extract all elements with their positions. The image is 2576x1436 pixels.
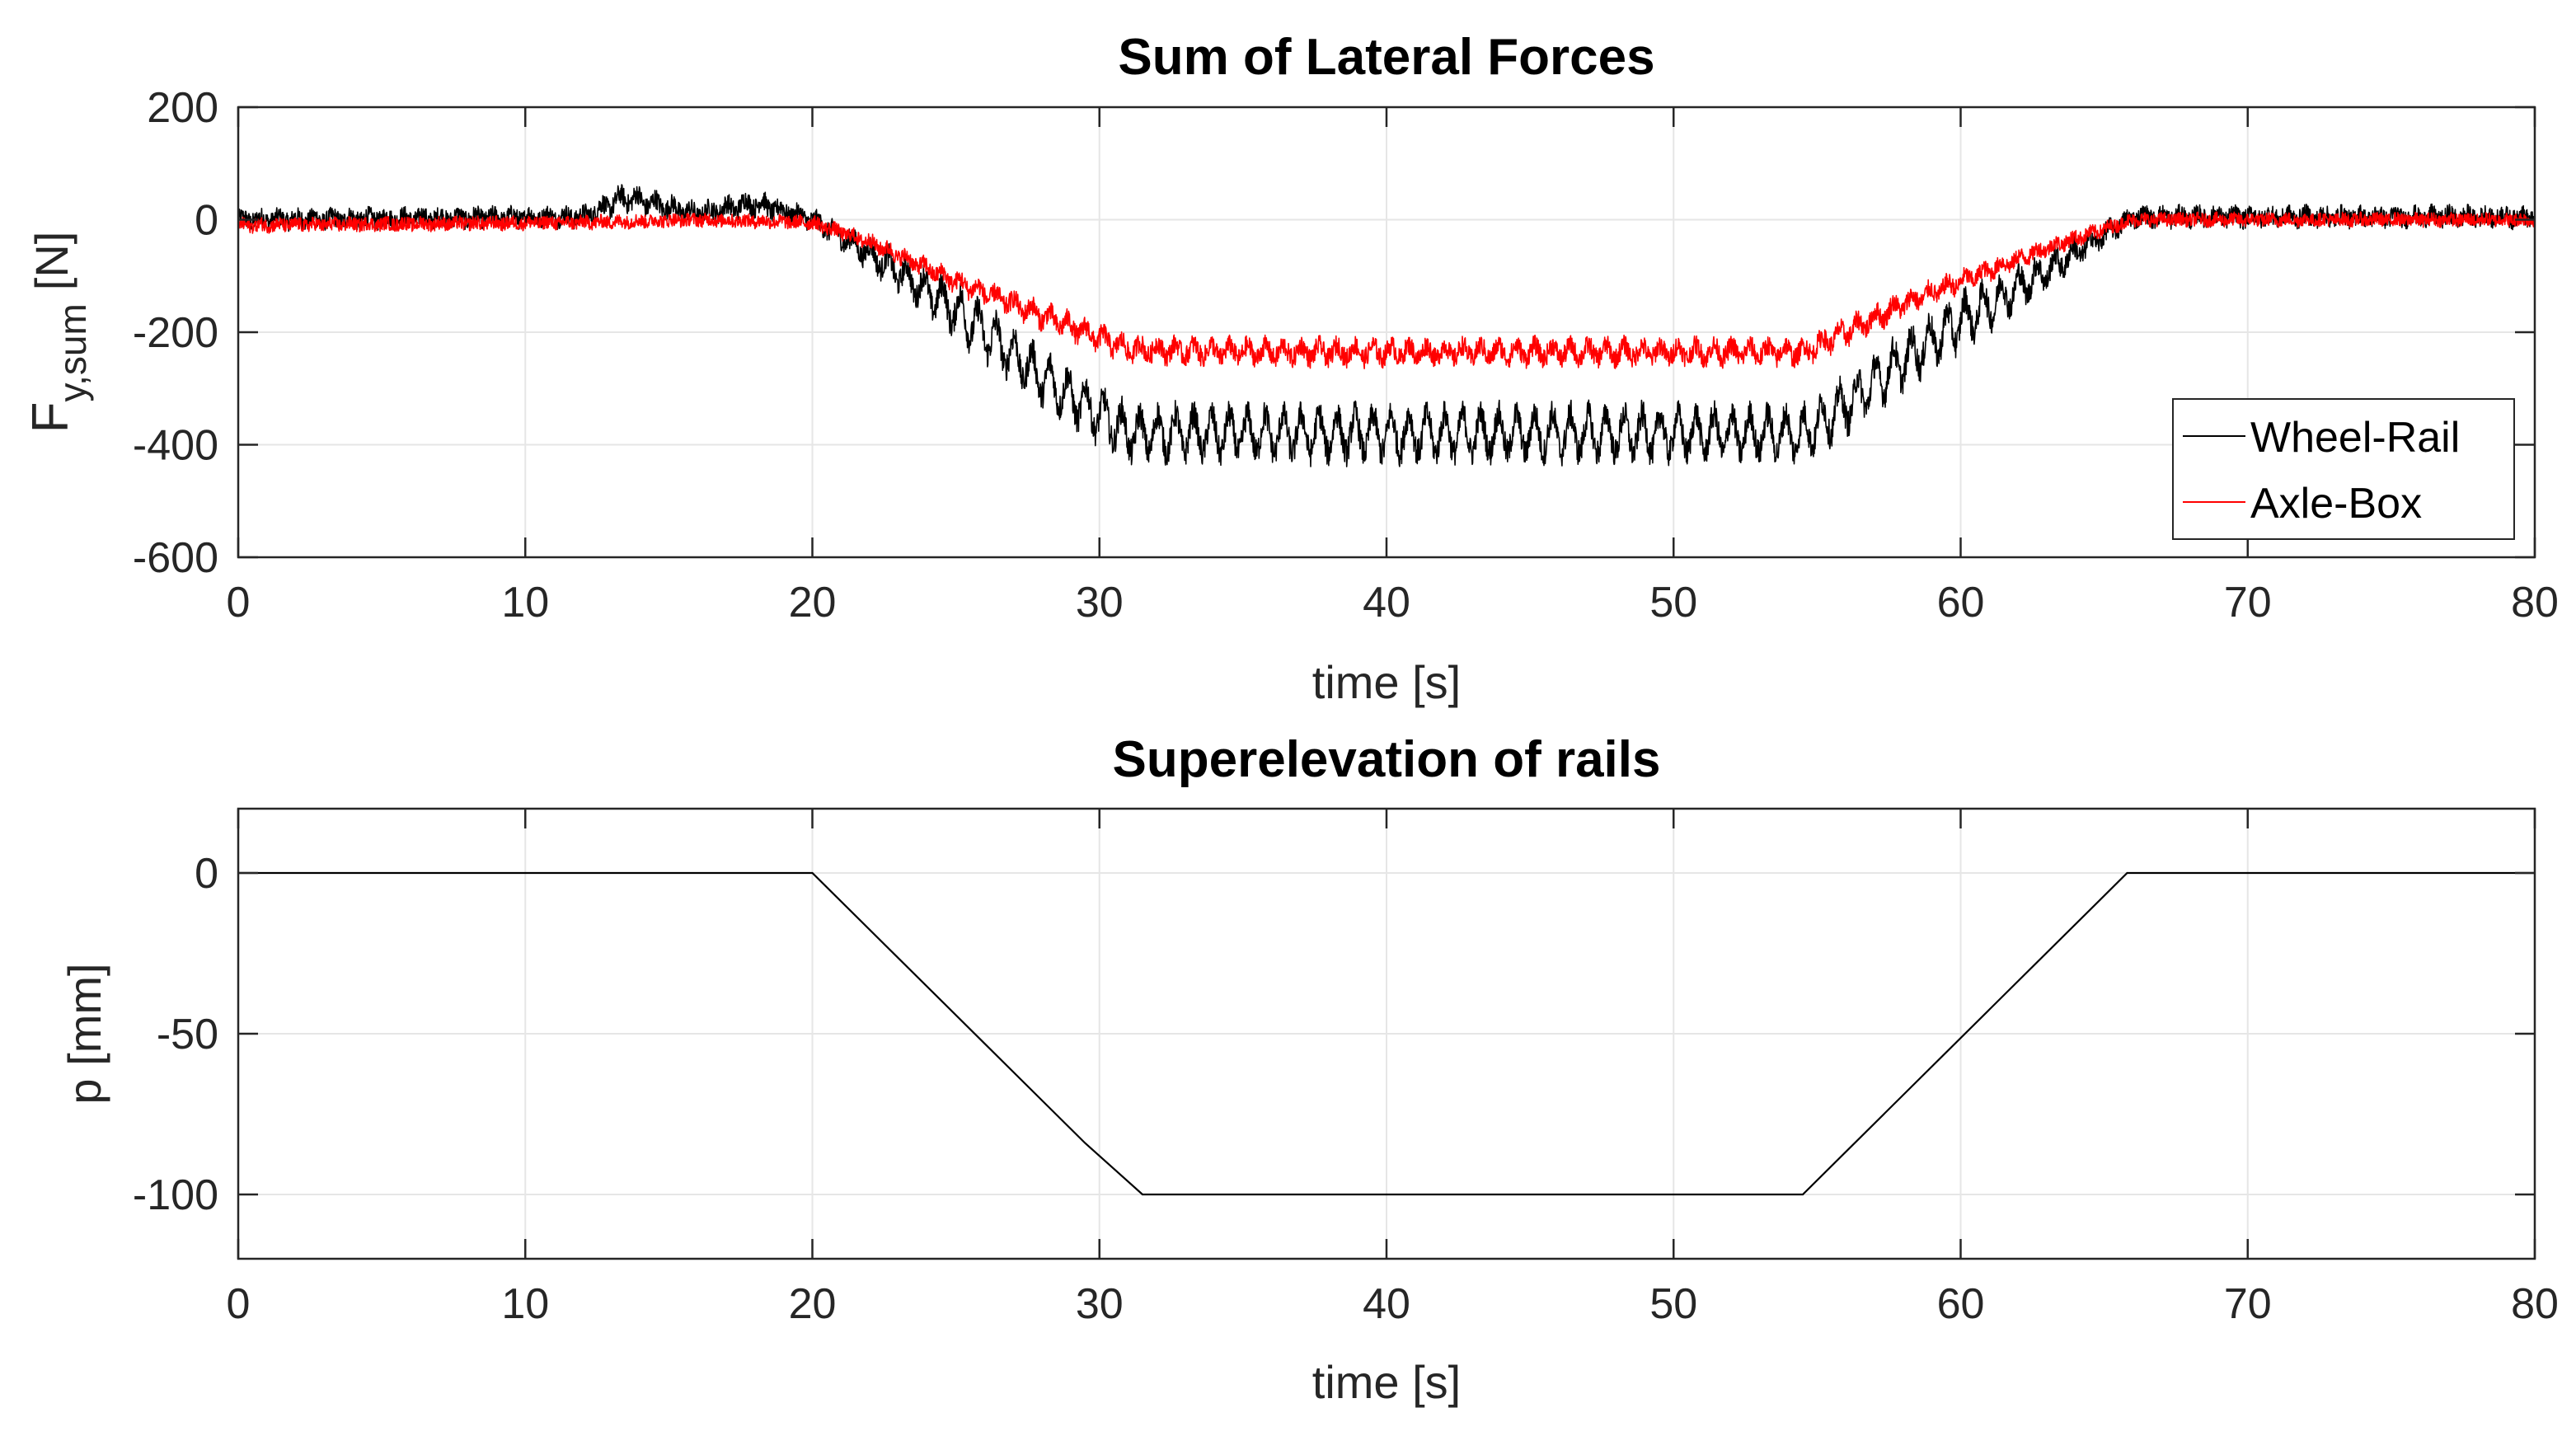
superelevation-xtick-label: 40 <box>1363 1280 1410 1328</box>
superelevation-xtick-label: 30 <box>1076 1280 1124 1328</box>
lateral-forces-xlabel: time [s] <box>1312 656 1461 708</box>
lateral-forces-legend: Wheel-Rail Axle-Box <box>2172 398 2515 540</box>
legend-label-axle-box: Axle-Box <box>2250 480 2422 528</box>
superelevation-series-point <box>2126 872 2128 874</box>
lateral-forces-ylabel-main: F <box>22 401 79 433</box>
superelevation-series-point <box>811 872 814 874</box>
superelevation-xtick-label: 70 <box>2224 1280 2272 1328</box>
svg-text:Fy,sum[N]: Fy,sum [N] <box>22 232 94 434</box>
superelevation-xtick-label: 0 <box>227 1280 251 1328</box>
superelevation-series-point <box>1113 1168 1114 1170</box>
lateral-forces-xtick-label: 10 <box>501 579 549 626</box>
lateral-forces-title: Sum of Lateral Forces <box>1118 29 1654 86</box>
superelevation-series-line <box>238 871 2535 1196</box>
lateral-forces-xtick-label: 60 <box>1937 579 1985 626</box>
superelevation-ytick-label: 0 <box>195 850 218 898</box>
superelevation-xtick-label: 20 <box>789 1280 837 1328</box>
lateral-forces-xtick-label: 50 <box>1649 579 1697 626</box>
superelevation-ytick-label: -50 <box>157 1011 218 1058</box>
lateral-forces-xtick-label: 30 <box>1076 579 1124 626</box>
superelevation-ticks: 0 10 20 30 40 50 60 70 80 0 -50 -100 <box>133 809 2559 1328</box>
superelevation-xtick-label: 10 <box>501 1280 549 1328</box>
lateral-forces-xtick-label: 20 <box>789 579 837 626</box>
lateral-forces-ylabel: Fy,sum [N] <box>22 232 94 434</box>
legend-box <box>2172 398 2515 540</box>
superelevation-xtick-label: 80 <box>2511 1280 2559 1328</box>
lateral-forces-series-axle-box <box>237 211 2536 369</box>
superelevation-chart: 0 10 20 30 40 50 60 70 80 0 -50 -100 Superelevation… <box>59 731 2559 1408</box>
superelevation-series-point <box>1142 1194 1143 1195</box>
lateral-forces-ytick-label: 0 <box>195 197 218 245</box>
lateral-forces-ytick-label: -600 <box>133 534 218 582</box>
lateral-forces-series <box>237 184 2536 467</box>
superelevation-ytick-label: -100 <box>133 1171 218 1219</box>
lateral-forces-chart: 0 10 20 30 40 50 60 70 80 200 0 -200 -400 -600 Sum of… <box>22 29 2559 708</box>
lateral-forces-xtick-label: 80 <box>2511 579 2559 626</box>
legend-label-wheel-rail: Wheel-Rail <box>2250 414 2460 462</box>
superelevation-ylabel: p [mm] <box>59 963 110 1104</box>
superelevation-xtick-label: 60 <box>1937 1280 1985 1328</box>
lateral-forces-ticks: 0 10 20 30 40 50 60 70 80 200 0 -200 -400 -600 <box>133 84 2559 626</box>
lateral-forces-xtick-label: 0 <box>227 579 251 626</box>
superelevation-series-point <box>1084 1142 1086 1144</box>
lateral-forces-xtick-label: 70 <box>2224 579 2272 626</box>
lateral-forces-ylabel-unit: [N] <box>26 232 77 291</box>
superelevation-xtick-label: 50 <box>1649 1280 1697 1328</box>
lateral-forces-ytick-label: -400 <box>133 422 218 470</box>
lateral-forces-ylabel-sub: y,sum <box>51 303 94 401</box>
superelevation-title: Superelevation of rails <box>1113 731 1661 788</box>
lateral-forces-ytick-label: 200 <box>147 84 218 132</box>
lateral-forces-xtick-label: 40 <box>1363 579 1410 626</box>
lateral-forces-ytick-label: -200 <box>133 309 218 357</box>
superelevation-series-point <box>1802 1194 1804 1195</box>
superelevation-xlabel: time [s] <box>1312 1356 1461 1408</box>
